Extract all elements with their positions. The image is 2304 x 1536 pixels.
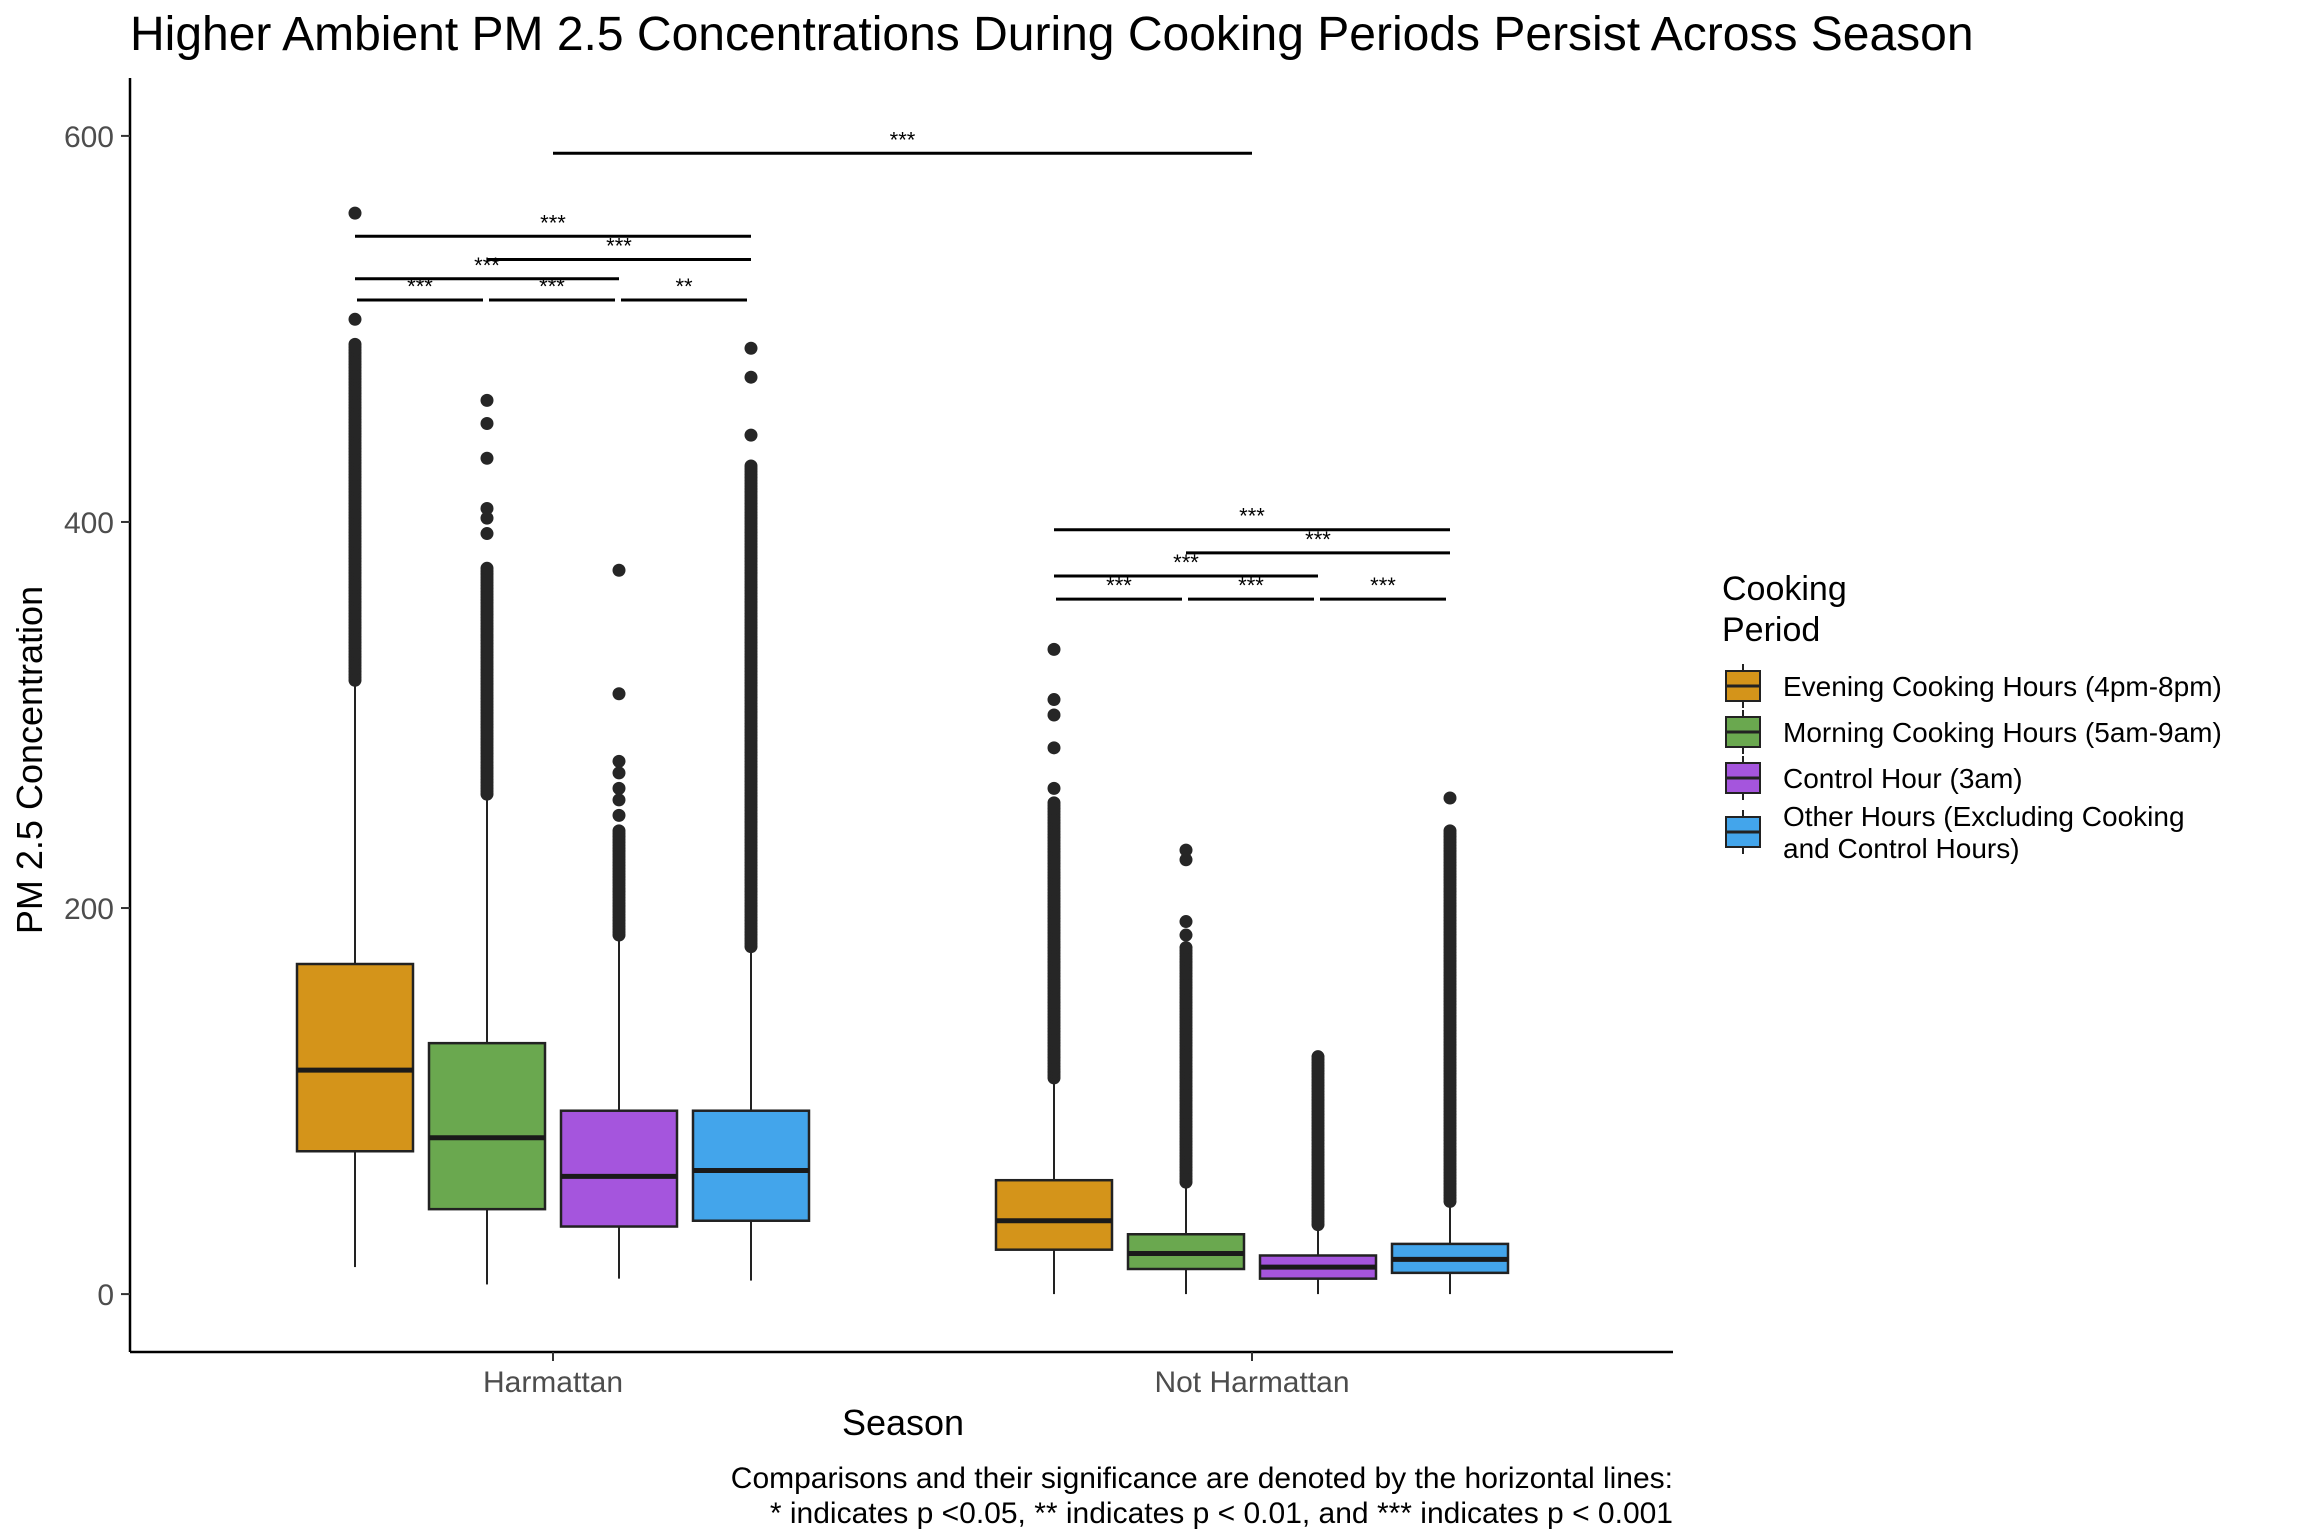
outlier-point: [1311, 1050, 1325, 1064]
box-iqr: [559, 1109, 679, 1228]
legend: Cooking Period Evening Cooking Hours (4p…: [1722, 570, 2222, 864]
outlier-point: [744, 428, 758, 442]
outlier-point: [612, 781, 626, 795]
outlier-point: [480, 451, 494, 465]
bracket-label: ***: [1239, 504, 1265, 529]
box-1-0: [427, 393, 547, 1285]
outlier-point: [612, 824, 626, 838]
outlier-point: [744, 370, 758, 384]
outlier-point: [1179, 843, 1193, 857]
caption-line-2: * indicates p <0.05, ** indicates p < 0.…: [770, 1497, 1673, 1530]
outlier-point: [348, 206, 362, 220]
legend-title-line-2: Period: [1722, 611, 1820, 649]
outlier-point: [480, 417, 494, 431]
legend-item: Evening Cooking Hours (4pm-8pm): [1725, 664, 2222, 708]
outlier-point: [612, 687, 626, 701]
outlier-point: [744, 459, 758, 473]
outlier-point: [1179, 915, 1193, 929]
outlier-point: [1443, 791, 1457, 805]
outlier-point: [612, 754, 626, 768]
outlier-point: [1179, 928, 1193, 942]
legend-label: Evening Cooking Hours (4pm-8pm): [1783, 671, 2222, 702]
outlier-point: [480, 501, 494, 515]
legend-item: Morning Cooking Hours (5am-9am): [1725, 710, 2222, 754]
outlier-point: [1179, 853, 1193, 867]
box-2-0: [559, 563, 679, 1279]
x-axis: Harmattan Not Harmattan: [130, 1350, 1673, 1399]
y-tick-label: 400: [64, 507, 114, 540]
caption-line-1: Comparisons and their significance are d…: [731, 1462, 1673, 1495]
outlier-point: [348, 312, 362, 326]
x-tick-label: Harmattan: [483, 1366, 623, 1399]
outlier-point: [1047, 741, 1061, 755]
x-axis-title: Season: [842, 1402, 964, 1443]
box-iqr: [295, 962, 415, 1153]
bracket-label: ***: [1370, 573, 1396, 598]
outlier-point: [480, 511, 494, 525]
outlier-point: [348, 337, 362, 351]
bracket-label: **: [675, 274, 693, 299]
box-0-1: [994, 642, 1114, 1295]
bracket-label: ***: [474, 253, 500, 278]
bracket-label: ***: [890, 127, 916, 152]
box-iqr: [994, 1178, 1114, 1251]
y-axis-title: PM 2.5 Concentration: [9, 586, 50, 934]
outlier-point: [612, 808, 626, 822]
outlier-point: [612, 793, 626, 807]
legend-label: Control Hour (3am): [1783, 763, 2023, 794]
y-tick-label: 600: [64, 121, 114, 154]
legend-label: and Control Hours): [1783, 833, 2020, 864]
chart-title: Higher Ambient PM 2.5 Concentrations Dur…: [130, 8, 1974, 61]
outlier-point: [480, 561, 494, 575]
outlier-point: [612, 563, 626, 577]
outlier-point: [1047, 781, 1061, 795]
outlier-point: [1047, 693, 1061, 707]
box-0-0: [295, 206, 415, 1268]
box-3-1: [1390, 791, 1510, 1295]
legend-label: Other Hours (Excluding Cooking: [1783, 801, 2185, 832]
plot-area: [295, 206, 1510, 1295]
outlier-point: [480, 393, 494, 407]
outlier-point: [1179, 941, 1193, 955]
outlier-point: [480, 527, 494, 541]
box-1-1: [1126, 843, 1246, 1295]
legend-item: Control Hour (3am): [1725, 756, 2023, 800]
y-tick-label: 200: [64, 893, 114, 926]
box-iqr: [691, 1109, 811, 1222]
box-3-0: [691, 341, 811, 1281]
outlier-point: [1443, 824, 1457, 838]
bracket-label: ***: [540, 210, 566, 235]
legend-items: Evening Cooking Hours (4pm-8pm) Morning C…: [1725, 664, 2222, 864]
outlier-point: [1047, 708, 1061, 722]
box-iqr: [427, 1041, 547, 1211]
outlier-point: [1047, 642, 1061, 656]
outlier-point: [612, 766, 626, 780]
x-tick-label: Not Harmattan: [1154, 1366, 1349, 1399]
outlier-point: [744, 341, 758, 355]
significance-brackets: *** *** ************** *** ***************: [355, 127, 1450, 601]
outlier-point: [1047, 796, 1061, 810]
y-tick-label: 0: [97, 1279, 114, 1312]
y-axis: 0 200 400 600: [64, 78, 132, 1352]
legend-title-line-1: Cooking: [1722, 570, 1847, 608]
box-2-1: [1258, 1050, 1378, 1295]
legend-label: Morning Cooking Hours (5am-9am): [1783, 717, 2222, 748]
